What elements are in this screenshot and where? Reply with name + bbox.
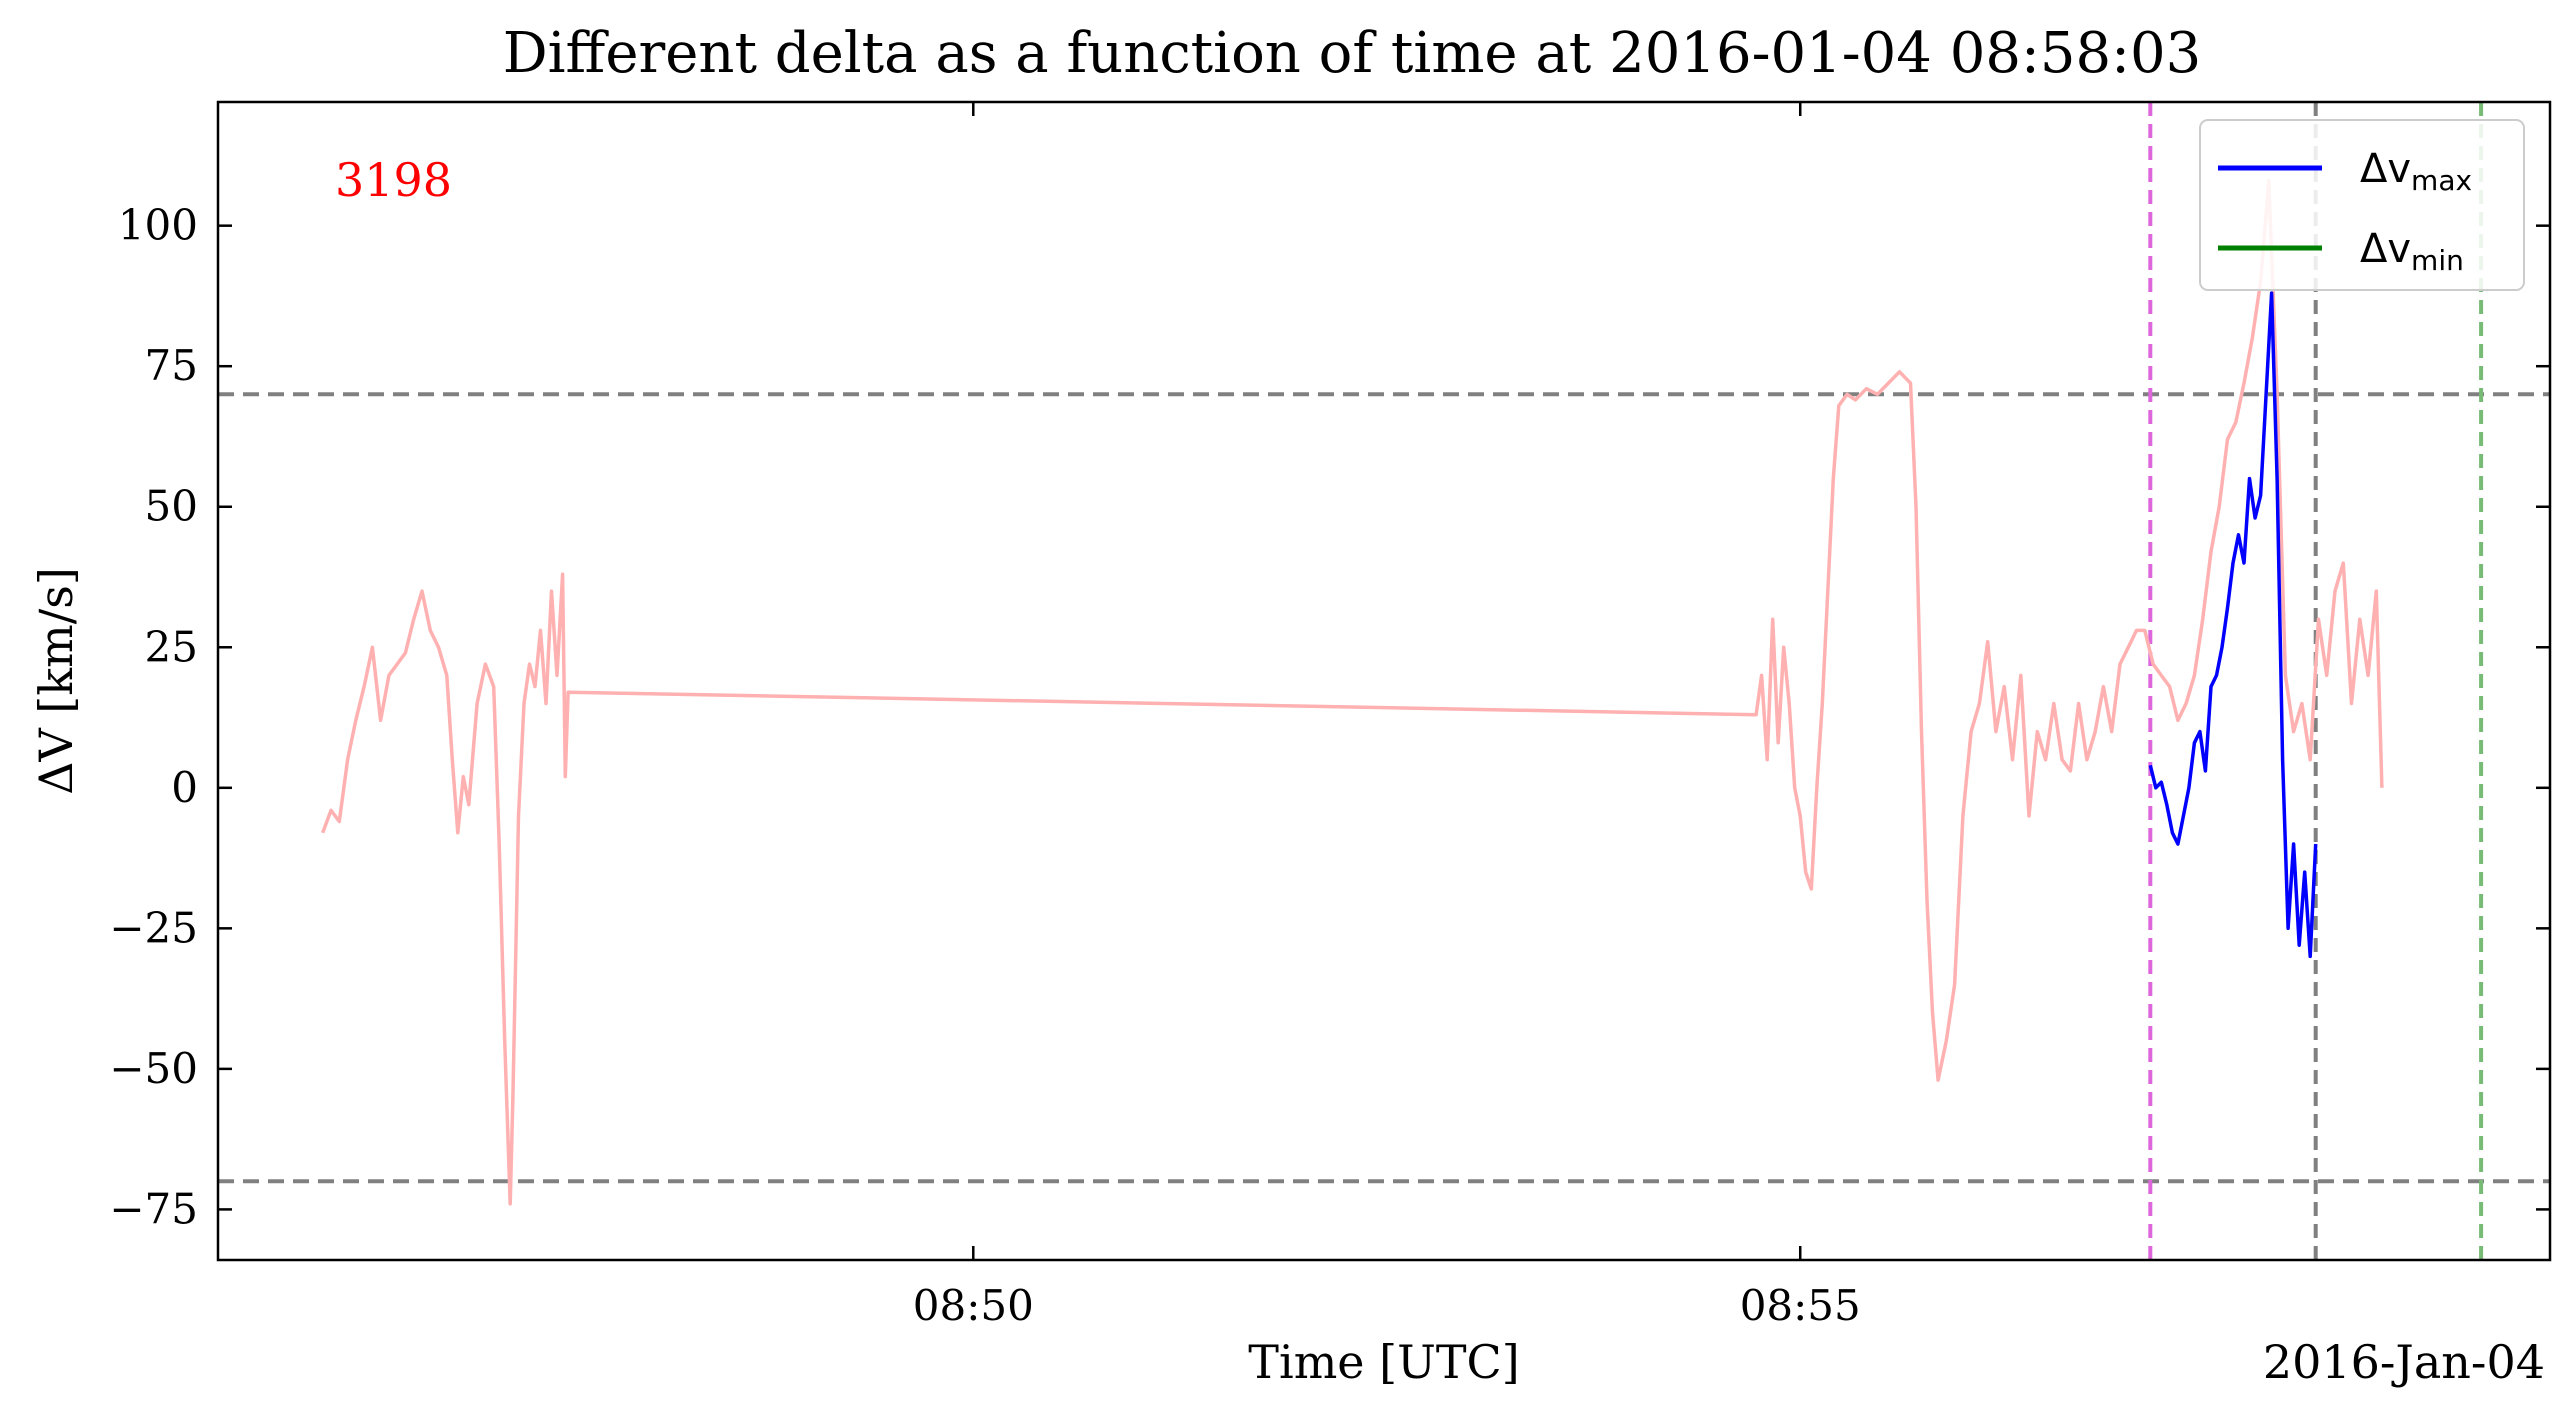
y-axis-label: ΔV [km/s] <box>29 567 83 795</box>
reference-hlines <box>218 392 2550 1184</box>
x-axis: 08:50 08:55 <box>913 102 1861 1330</box>
legend-label: Δvmax <box>2360 146 2472 197</box>
data-series <box>321 178 2384 1206</box>
y-tick-label: 25 <box>145 622 198 671</box>
y-tick-label: 50 <box>145 482 198 531</box>
plot-frame <box>216 100 2552 1262</box>
series-line-1 <box>2148 291 2318 959</box>
annotation-label: 3198 <box>335 153 452 207</box>
y-tick-label: 75 <box>145 341 198 390</box>
date-label: 2016-Jan-04 <box>2263 1335 2545 1389</box>
y-tick-label: −50 <box>109 1044 198 1093</box>
y-tick-label: −75 <box>109 1184 198 1233</box>
y-tick-label: 0 <box>171 763 198 812</box>
series-line-0 <box>321 178 2384 1206</box>
y-tick-label: 100 <box>118 201 198 250</box>
plot-area: 3198 <box>218 102 2550 1260</box>
chart-title: Different delta as a function of time at… <box>503 21 2202 86</box>
y-axis: 100 75 50 25 0 −25 −50 −75 <box>109 201 2550 1233</box>
x-tick-label: 08:55 <box>1740 1281 1861 1330</box>
x-axis-label: Time [UTC] <box>1248 1335 1519 1389</box>
y-tick-label: −25 <box>109 903 198 952</box>
x-tick-label: 08:50 <box>913 1281 1034 1330</box>
